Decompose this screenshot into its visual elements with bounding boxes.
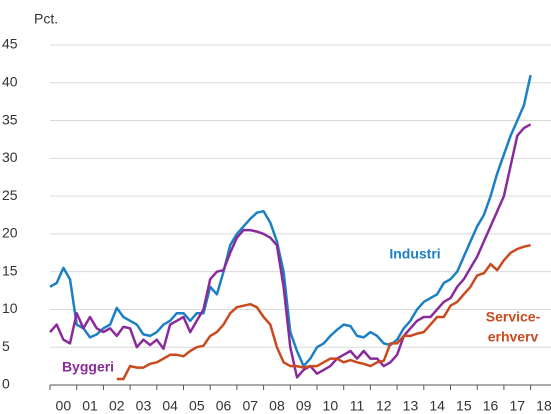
x-tick-label: 06: [216, 398, 232, 414]
x-tick-label: 10: [323, 398, 339, 414]
y-tick-label: 5: [2, 338, 10, 354]
x-tick-label: 15: [456, 398, 472, 414]
x-tick-label: 08: [269, 398, 285, 414]
y-axis-label: Pct.: [34, 11, 58, 27]
x-tick-label: 18: [536, 398, 551, 414]
y-tick-label: 20: [2, 225, 18, 241]
series-label: erhverv: [488, 329, 539, 345]
x-tick-label: 05: [189, 398, 205, 414]
x-tick-label: 07: [242, 398, 258, 414]
y-tick-label: 35: [2, 111, 18, 127]
y-tick-label: 25: [2, 187, 18, 203]
y-tick-label: 30: [2, 149, 18, 165]
x-tick-label: 04: [162, 398, 178, 414]
x-tick-label: 09: [296, 398, 312, 414]
y-tick-label: 0: [2, 376, 10, 392]
x-tick-label: 02: [109, 398, 125, 414]
series-line: [116, 243, 531, 381]
x-tick-label: 17: [509, 398, 525, 414]
x-tick-label: 11: [350, 398, 365, 414]
x-tick-label: 16: [483, 398, 499, 414]
x-tick-label: 00: [56, 398, 72, 414]
x-tick-label: 13: [403, 398, 419, 414]
x-tick-label: 14: [429, 398, 445, 414]
series-label: Service-: [486, 309, 541, 325]
series-label: Industri: [389, 246, 440, 262]
series-line: [49, 74, 532, 368]
y-tick-label: 15: [2, 262, 18, 278]
y-tick-label: 10: [2, 300, 18, 316]
y-tick-label: 45: [2, 36, 18, 52]
x-tick-label: 03: [136, 398, 152, 414]
x-tick-label: 01: [82, 398, 98, 414]
x-tick-label: 12: [376, 398, 392, 414]
y-tick-label: 40: [2, 73, 18, 89]
series-label: Byggeri: [62, 359, 114, 375]
series-line: [49, 123, 532, 379]
